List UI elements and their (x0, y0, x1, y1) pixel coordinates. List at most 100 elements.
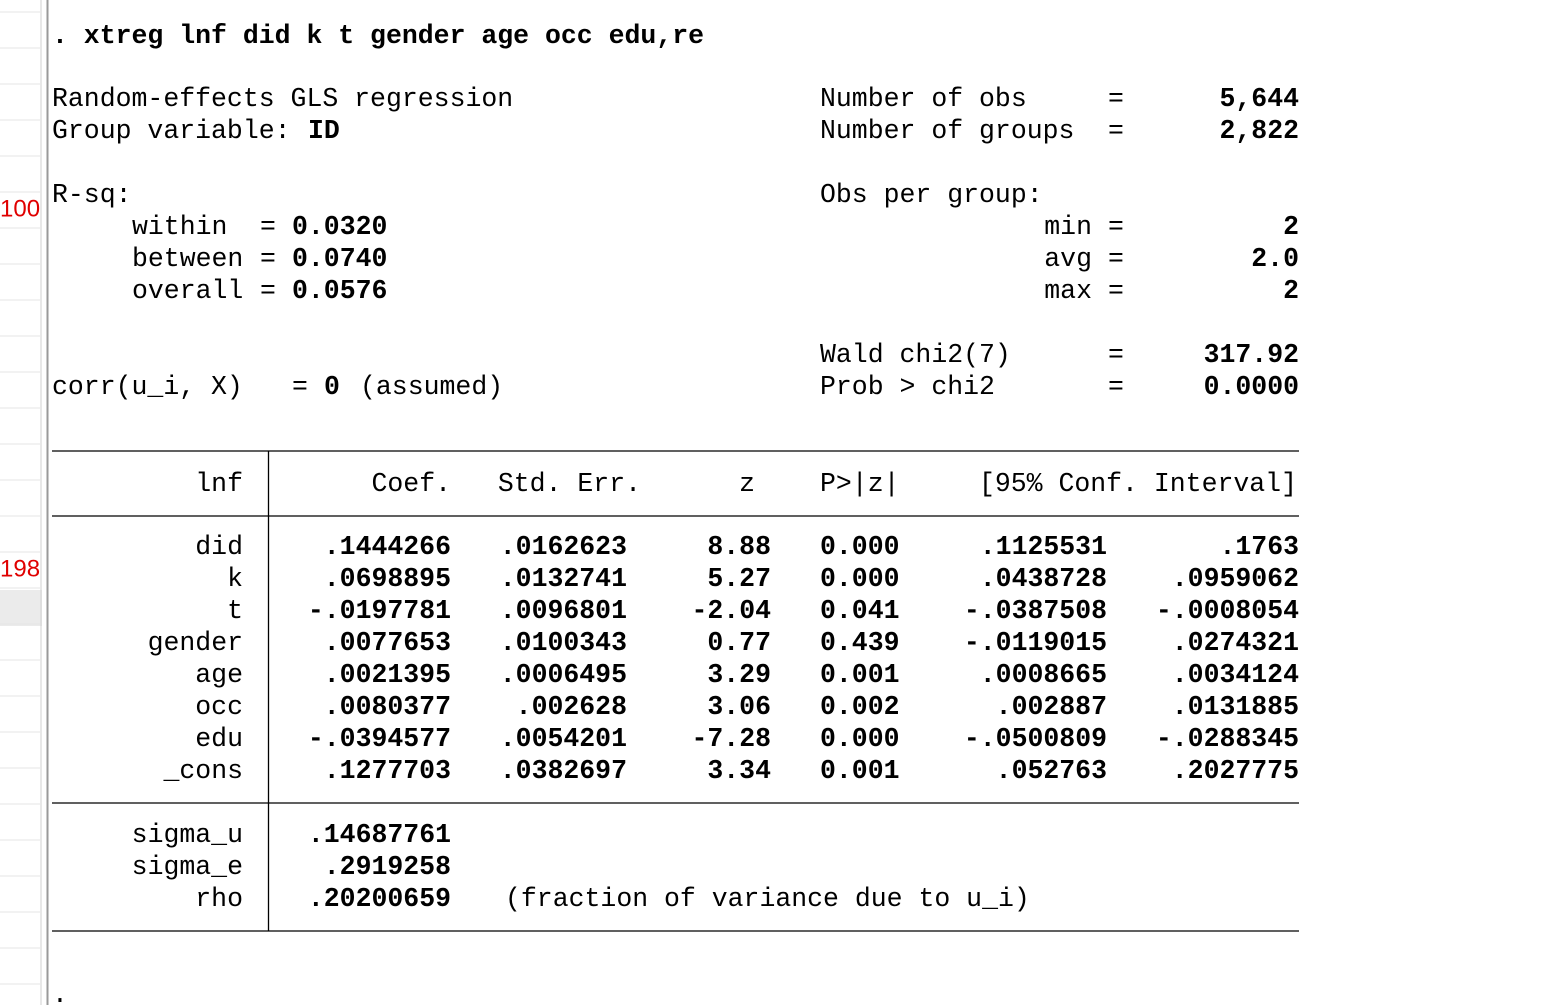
cell: .0438728 (980, 564, 1107, 594)
cell: .0008665 (980, 660, 1107, 690)
cell: 5.27 (707, 564, 771, 594)
cell: .1125531 (980, 532, 1107, 562)
corr-value: 0 (324, 372, 340, 402)
cell: .1763 (1219, 532, 1299, 562)
gutter-lines (0, 11, 40, 985)
corr-note: (assumed) (360, 372, 503, 402)
cell: .0274321 (1172, 628, 1299, 658)
rsq-value: 0.0576 (292, 276, 387, 306)
opg-value: 2 (1283, 212, 1299, 242)
cell: -2.04 (691, 596, 771, 626)
stat-label: Number of groups (820, 116, 1074, 146)
row-label: did (195, 532, 243, 562)
cell: -7.28 (691, 724, 771, 754)
stat-value: 5,644 (1219, 84, 1299, 114)
gutter-highlight (0, 590, 42, 626)
aux-value: .20200659 (308, 884, 451, 914)
cell: .0698895 (324, 564, 451, 594)
cell: -.0387508 (964, 596, 1107, 626)
cell: -.0288345 (1156, 724, 1299, 754)
wald-value: 0.0000 (1204, 372, 1299, 402)
gutter-line-number: 100 (0, 195, 40, 222)
cell: 8.88 (707, 532, 771, 562)
cell: 0.439 (820, 628, 900, 658)
row-label: gender (148, 628, 243, 658)
cell: .2027775 (1172, 756, 1299, 786)
equals: = (260, 244, 276, 274)
command: . xtreg lnf did k t gender age occ edu,r… (52, 21, 704, 51)
group-label: Group variable: (52, 116, 291, 146)
cell: .0162623 (500, 532, 627, 562)
rsq-label: R-sq: (52, 180, 132, 210)
column-header: P>|z| (820, 469, 900, 499)
cell: .0080377 (324, 692, 451, 722)
row-label: edu (195, 724, 243, 754)
row-label: occ (195, 692, 243, 722)
corr-label: corr(u_i, X) (52, 372, 243, 402)
aux-label: sigma_e (132, 852, 243, 882)
cell: 0.001 (820, 756, 900, 786)
column-header: Std. Err. (498, 469, 641, 499)
cell: 0.77 (707, 628, 771, 658)
cell: -.0008054 (1156, 596, 1299, 626)
row-label: _cons (162, 756, 243, 786)
cell: 3.34 (707, 756, 771, 786)
equals: = (260, 276, 276, 306)
cell: .0132741 (500, 564, 627, 594)
gutter-line-number: 198 (0, 555, 40, 582)
cell: -.0197781 (308, 596, 451, 626)
rsq-name: between (132, 244, 243, 274)
cell: .0077653 (324, 628, 451, 658)
cell: 0.002 (820, 692, 900, 722)
rsq-name: overall (132, 276, 243, 306)
equals: = (1108, 372, 1124, 402)
opg-label: min (1044, 212, 1092, 242)
cell: 0.000 (820, 724, 900, 754)
equals: = (1108, 212, 1124, 242)
cell: .002887 (996, 692, 1107, 722)
row-label: k (227, 564, 243, 594)
opg-label: avg (1044, 244, 1092, 274)
aux-value: .14687761 (308, 820, 451, 850)
cell: .0100343 (500, 628, 627, 658)
cell: .0959062 (1172, 564, 1299, 594)
aux-label: rho (195, 884, 243, 914)
cell: -.0500809 (964, 724, 1107, 754)
column-header: lnf (195, 469, 243, 499)
title: Random-effects GLS regression (52, 84, 513, 114)
rho-note: (fraction of variance due to u_i) (505, 884, 1030, 914)
cell: .0131885 (1172, 692, 1299, 722)
cell: .0096801 (500, 596, 627, 626)
cell: .052763 (996, 756, 1107, 786)
equals: = (1108, 340, 1124, 370)
opg-label: max (1044, 276, 1092, 306)
column-header: z (739, 469, 755, 499)
wald-label: Prob > chi2 (820, 372, 995, 402)
cell: .002628 (516, 692, 627, 722)
cell: 0.000 (820, 532, 900, 562)
prompt: . (52, 980, 68, 1005)
cell: .0006495 (500, 660, 627, 690)
row-label: age (195, 660, 243, 690)
cell: .1277703 (324, 756, 451, 786)
equals: = (260, 212, 276, 242)
aux-label: sigma_u (132, 820, 243, 850)
column-header: [95% Conf. Interval] (979, 469, 1297, 499)
rsq-name: within (132, 212, 227, 242)
cell: .0054201 (500, 724, 627, 754)
aux-value: .2919258 (324, 852, 451, 882)
cell: .0382697 (500, 756, 627, 786)
opg-value: 2 (1283, 276, 1299, 306)
cell: 0.041 (820, 596, 900, 626)
obs-per-group-label: Obs per group: (820, 180, 1043, 210)
cell: -.0119015 (964, 628, 1107, 658)
opg-value: 2.0 (1251, 244, 1299, 274)
cell: -.0394577 (308, 724, 451, 754)
equals: = (1108, 244, 1124, 274)
cell: .0034124 (1172, 660, 1299, 690)
cell: 3.29 (707, 660, 771, 690)
rsq-value: 0.0740 (292, 244, 387, 274)
cell: .1444266 (324, 532, 451, 562)
equals: = (1108, 276, 1124, 306)
